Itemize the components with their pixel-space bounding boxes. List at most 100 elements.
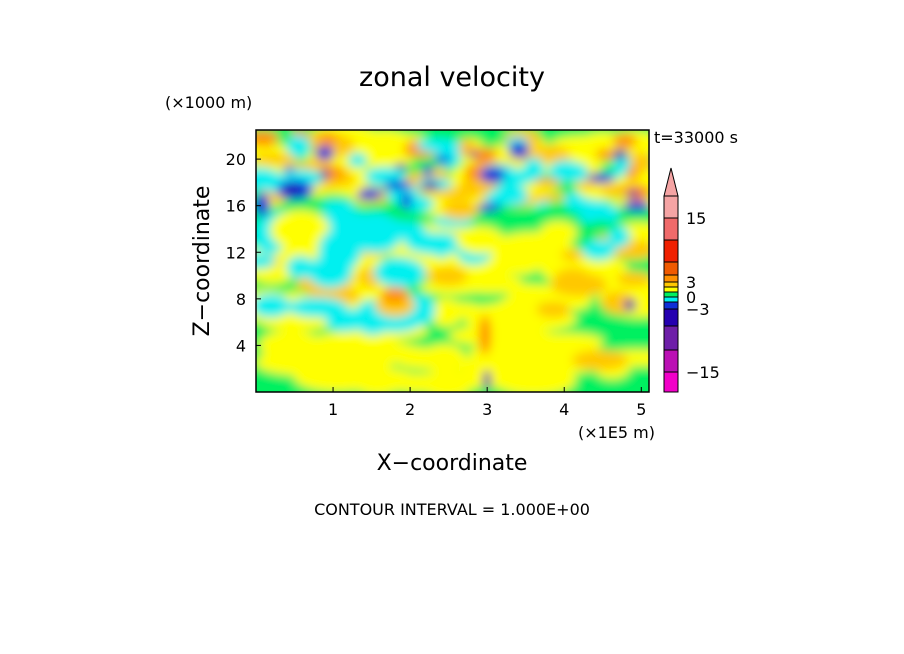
y-tick-label: 16: [226, 197, 246, 216]
field-contour-region: [453, 274, 523, 289]
field-contour-region: [357, 188, 386, 196]
field-contour-region: [473, 151, 497, 164]
contour-interval-label: CONTOUR INTERVAL = 1.000E+00: [314, 500, 590, 519]
colorbar-tick-label: −3: [686, 300, 710, 319]
y-axis-label: Z−coordinate: [190, 186, 215, 337]
field-contour-region: [442, 200, 478, 220]
field-contour-region: [283, 165, 295, 174]
field-contour-region: [421, 181, 440, 191]
field-contour-region: [318, 133, 338, 146]
x-tick-label: 1: [328, 400, 338, 419]
field-contour-region: [373, 257, 426, 288]
colorbar-swatch: [663, 217, 679, 241]
field-contour-region: [550, 272, 608, 297]
field-contour-region: [508, 142, 530, 159]
field-contour-region: [595, 149, 619, 160]
field-contour-region: [256, 153, 299, 165]
field-contour-region: [360, 143, 399, 166]
field-contour-region: [548, 159, 584, 182]
field-contour-region: [435, 155, 451, 164]
field-contour-region: [492, 246, 532, 261]
time-label: t=33000 s: [654, 128, 738, 147]
field-contour-region: [457, 138, 475, 149]
field-contour-region: [256, 193, 270, 217]
heatmap-field: [256, 130, 649, 392]
colorbar-tick-label: −15: [686, 363, 720, 382]
field-contour-region: [256, 349, 350, 376]
field-contour-region: [522, 157, 545, 181]
y-axis: 4 8 12 16 20: [226, 150, 261, 355]
colorbar-swatch: [663, 281, 679, 288]
field-contour-region: [370, 343, 422, 362]
field-contour-region: [318, 228, 362, 272]
colorbar-tick-label: 0: [686, 288, 696, 307]
field-contour-region: [395, 163, 407, 171]
y-tick-label: 12: [226, 243, 246, 262]
x-tick-label: 2: [405, 400, 415, 419]
colorbar-swatch: [663, 371, 679, 393]
field-contour-region: [400, 192, 412, 210]
field-contour-region: [456, 226, 504, 254]
field-contour-region: [417, 370, 502, 389]
field-contour-region: [476, 202, 501, 213]
y-tick-label: 20: [226, 150, 246, 169]
field-contour-region: [627, 189, 639, 198]
colorbar: 15 30−3 −15: [663, 167, 720, 393]
colorbar-swatch: [663, 301, 679, 310]
x-unit-label: (×1E5 m): [578, 423, 655, 442]
colorbar-tick-label: 3: [686, 273, 696, 292]
field-contour-region: [613, 148, 627, 160]
field-contour-region: [581, 239, 616, 261]
field-contour-region: [270, 210, 330, 250]
field-contour-region: [536, 301, 571, 318]
field-contour-region: [561, 249, 584, 261]
x-axis-label: X−coordinate: [377, 451, 528, 476]
field-contour-region: [429, 297, 463, 327]
colorbar-swatch: [663, 296, 679, 303]
colorbar-swatch: [663, 261, 679, 276]
field-contour-region: [286, 134, 311, 158]
y-tick-label: 8: [236, 290, 246, 309]
colorbar-swatch: [663, 239, 679, 263]
colorbar-swatch: [663, 286, 679, 293]
field-contour-region: [616, 271, 649, 287]
field-contour-region: [622, 200, 649, 212]
field-contour-region: [479, 315, 491, 355]
field-contour-region: [428, 266, 468, 286]
field-contour-region: [256, 167, 282, 191]
field-contour-region: [608, 225, 631, 248]
field-contour-region: [484, 189, 530, 206]
field-contour-region: [320, 168, 329, 180]
colorbar-swatch: [663, 349, 679, 373]
field-contour-region: [578, 212, 600, 224]
colorbar-swatch: [663, 291, 679, 298]
chart-title: zonal velocity: [359, 62, 545, 93]
colorbar-swatch: [663, 308, 679, 327]
field-contour-region: [532, 178, 564, 186]
field-contour-region: [415, 138, 462, 153]
field-contour-region: [531, 145, 571, 164]
field-contour-region: [479, 166, 506, 184]
plot-frame: [255, 129, 650, 393]
field-contour-region: [256, 130, 279, 145]
colorbar-swatch: [663, 195, 679, 219]
x-tick-label: 3: [482, 400, 492, 419]
field-contour-region: [483, 370, 491, 390]
field-contour-region: [321, 200, 356, 213]
colorbar-arrow: [663, 167, 679, 197]
x-axis: 1 2 3 4 5: [328, 387, 646, 419]
field-contour-region: [531, 192, 566, 202]
field-contour-region: [382, 180, 412, 190]
field-contour-region: [572, 350, 628, 370]
colorbar-swatch: [663, 325, 679, 351]
field-contour-region: [421, 343, 466, 374]
y-tick-label: 4: [236, 336, 246, 355]
x-tick-label: 4: [559, 400, 569, 419]
field-contour-region: [624, 299, 636, 311]
field-contour-region: [352, 227, 400, 254]
x-tick-label: 5: [636, 400, 646, 419]
colorbar-tick-label: 15: [686, 209, 706, 228]
field-contour-region: [284, 185, 300, 195]
field-contour-region: [347, 152, 368, 168]
